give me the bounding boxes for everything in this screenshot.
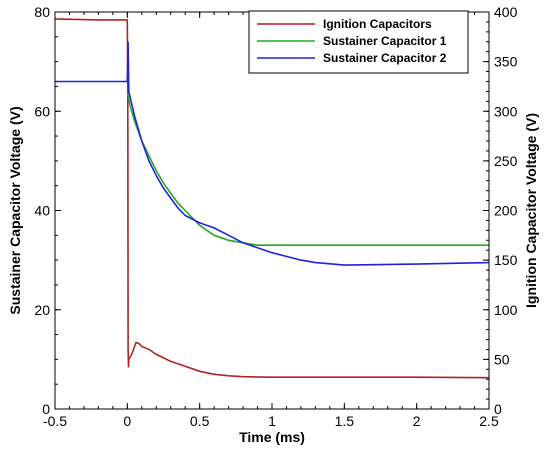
right-y-tick-label: 150 [494,252,518,268]
legend-box [248,10,469,74]
x-tick-label: 1.5 [335,413,355,429]
left-y-tick-label: 20 [34,302,50,318]
series-line-1 [54,18,490,379]
right-y-axis-title: Ignition Capacitor Voltage (V) [523,113,539,308]
right-y-tick-label: 50 [494,351,510,367]
right-y-tick-label: 350 [494,54,518,70]
series-line-3 [55,41,490,266]
legend: Ignition Capacitors Sustainer Capacitor 1… [248,10,469,74]
legend-label: Ignition Capacitors [323,17,432,31]
right-y-tick-label: 0 [494,401,502,417]
x-tick-label: 0 [123,413,131,429]
x-tick-label: -0.5 [43,413,67,429]
left-y-axis: 0 20 40 60 80 [34,4,61,417]
x-tick-label: 0.5 [190,413,210,429]
right-y-tick-label: 100 [494,302,518,318]
series-line-2 [126,91,489,246]
legend-label: Sustainer Capacitor 1 [323,34,447,48]
left-y-axis-title: Sustainer Capacitor Voltage (V) [7,106,23,314]
right-y-tick-label: 250 [494,153,518,169]
left-y-tick-label: 0 [42,401,50,417]
right-y-tick-label: 300 [494,103,518,119]
x-tick-label: 2 [413,413,421,429]
legend-label: Sustainer Capacitor 2 [323,51,447,65]
right-y-tick-label: 200 [494,203,518,219]
x-tick-label: 2.5 [479,413,499,429]
left-y-tick-label: 40 [34,203,50,219]
x-tick-label: 1 [268,413,276,429]
right-y-tick-label: 400 [494,4,518,20]
x-axis: -0.5 0 0.5 1 1.5 2 2.5 [43,12,499,429]
series-layer [54,18,490,379]
right-y-axis: 0 50 100 150 200 250 300 350 400 [483,4,518,417]
x-axis-title: Time (ms) [239,429,305,445]
left-y-tick-label: 80 [34,4,50,20]
left-y-tick-label: 60 [34,103,50,119]
